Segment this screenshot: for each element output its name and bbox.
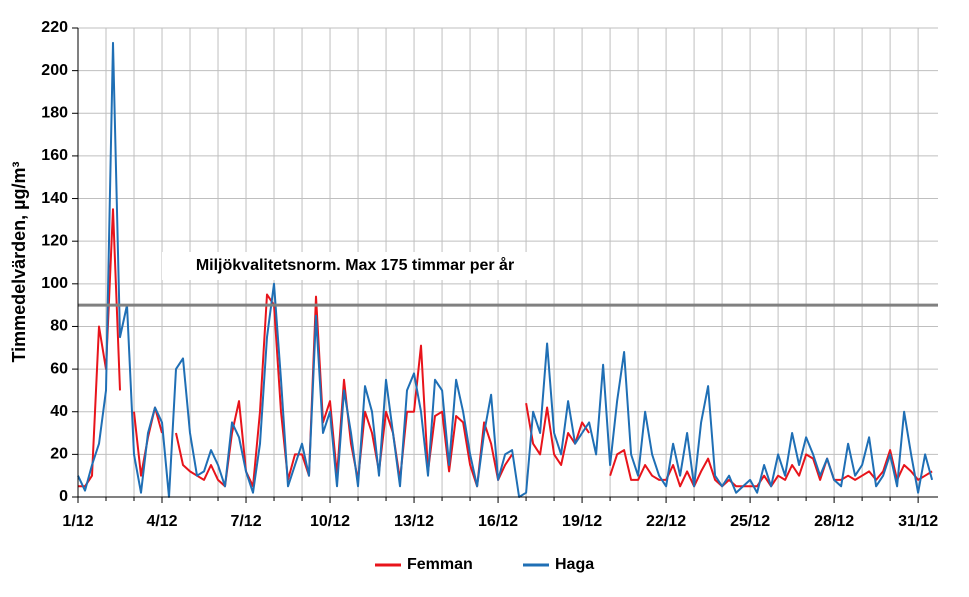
annotation-background [162,252,548,280]
x-tick-label: 1/12 [62,513,93,530]
y-tick-label: 80 [50,318,68,335]
y-tick-label: 20 [50,446,68,463]
line [77,41,934,498]
x-tick-label: 22/12 [646,513,686,530]
y-tick-label: 40 [50,403,68,420]
y-tick-label: 60 [50,360,68,377]
y-tick-label: 140 [41,190,68,207]
x-tick-label: 13/12 [394,513,434,530]
y-tick-label: 100 [41,275,68,292]
y-tick-label: 160 [41,147,68,164]
y-tick-label: 180 [41,104,68,121]
x-tick-label: 19/12 [562,513,602,530]
x-tick-label: 7/12 [230,513,261,530]
legend-label: Femman [407,556,473,573]
y-tick-label: 220 [41,19,68,36]
line [525,403,590,466]
line [78,208,121,488]
annotation: Miljökvalitetsnorm. Max 175 timmar per å… [78,252,938,307]
x-tick-label: 28/12 [814,513,854,530]
y-tick-label: 200 [41,62,68,79]
y-tick-label: 120 [41,232,68,249]
y-axis-label: Timmedelvärden, µg/m³ [9,161,29,362]
x-tick-label: 16/12 [478,513,518,530]
x-tick-label: 25/12 [730,513,770,530]
x-tick-label: 4/12 [146,513,177,530]
line [175,293,513,488]
plot-lines [77,41,934,498]
x-tick-label: 31/12 [898,513,938,530]
y-tick-label: 0 [59,488,68,505]
axes: 0 20 40 60 80 100 120 140 160 180 200 220 1/12 4/12 7/… [41,19,938,573]
annotation-text: Miljökvalitetsnorm. Max 175 timmar per å… [196,256,514,274]
legend-label: Haga [555,556,594,573]
x-tick-label: 10/12 [310,513,350,530]
